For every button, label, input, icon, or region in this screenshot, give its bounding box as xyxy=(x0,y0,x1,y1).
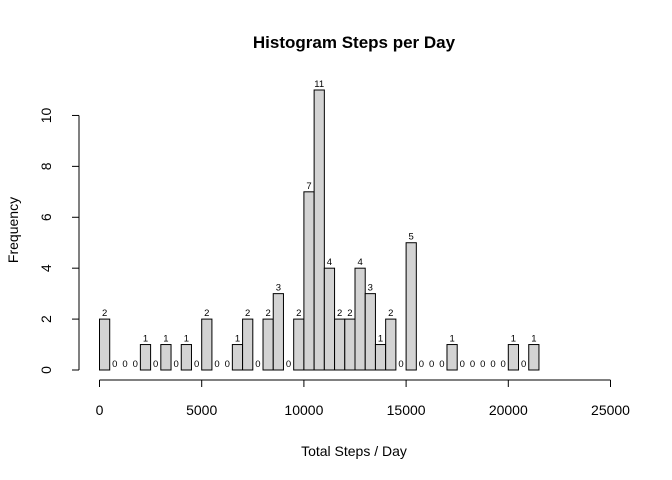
y-tick-label: 0 xyxy=(38,366,54,374)
bar-count-label: 2 xyxy=(204,308,209,319)
bar-count-label: 0 xyxy=(122,359,127,370)
y-tick-label: 8 xyxy=(38,162,54,170)
histogram-bar xyxy=(313,89,325,371)
histogram-bar xyxy=(385,318,397,371)
histogram-bar xyxy=(262,318,274,371)
bar-count-label: 0 xyxy=(194,359,199,370)
histogram-bar xyxy=(303,191,315,371)
y-tick-label: 10 xyxy=(38,107,54,123)
histogram-bar xyxy=(160,344,172,371)
bar-count-label: 0 xyxy=(501,359,506,370)
chart-title: Histogram Steps per Day xyxy=(253,33,456,52)
bar-count-label: 1 xyxy=(378,334,383,345)
histogram-bar xyxy=(528,344,540,371)
bar-count-label: 2 xyxy=(245,308,250,319)
x-tick-label: 25000 xyxy=(591,402,630,418)
histogram-bar xyxy=(354,267,366,371)
histogram-bar xyxy=(405,242,417,371)
y-tick-label: 6 xyxy=(38,213,54,221)
bar-count-label: 2 xyxy=(296,308,301,319)
bar-count-label: 1 xyxy=(235,334,240,345)
bar-count-label: 4 xyxy=(327,257,332,268)
bar-count-label: 2 xyxy=(388,308,393,319)
x-tick-label: 10000 xyxy=(284,402,323,418)
histogram-bar xyxy=(446,344,458,371)
bar-count-label: 2 xyxy=(337,308,342,319)
bar-count-label: 3 xyxy=(276,283,281,294)
histogram-bar xyxy=(344,318,356,371)
bar-count-label: 3 xyxy=(368,283,373,294)
bar-count-label: 1 xyxy=(184,334,189,345)
bar-count-label: 7 xyxy=(306,181,311,192)
histogram-bar xyxy=(180,344,192,371)
bar-count-label: 0 xyxy=(153,359,158,370)
bar-count-label: 11 xyxy=(314,79,324,90)
histogram-bar xyxy=(374,344,387,371)
x-axis: 0 5000 10000 15000 20000 25000 xyxy=(96,379,630,418)
histogram-bar xyxy=(139,344,152,371)
bar-count-label: 1 xyxy=(531,334,536,345)
bar-count-label: 0 xyxy=(112,359,117,370)
bar-count-label: 0 xyxy=(255,359,260,370)
bar-count-label: 0 xyxy=(398,359,403,370)
x-axis-label: Total Steps / Day xyxy=(301,443,407,459)
bar-count-label: 1 xyxy=(143,334,148,345)
bar-count-label: 1 xyxy=(163,334,168,345)
bar-count-label: 5 xyxy=(409,232,414,243)
bar-count-label: 1 xyxy=(511,334,516,345)
histogram-bar xyxy=(293,318,305,371)
bar-count-label: 0 xyxy=(490,359,495,370)
histogram-bar xyxy=(364,293,376,371)
bar-count-label: 0 xyxy=(214,359,219,370)
bar-count-label: 2 xyxy=(265,308,270,319)
histogram-bar xyxy=(231,344,244,371)
bar-count-label: 0 xyxy=(521,359,526,370)
bar-count-label: 0 xyxy=(225,359,230,370)
bar-count-label: 0 xyxy=(429,359,434,370)
x-tick-label: 0 xyxy=(96,402,104,418)
histogram-bar xyxy=(242,318,254,371)
histogram-bar xyxy=(334,318,346,371)
histogram-bar xyxy=(99,318,111,371)
y-tick-label: 2 xyxy=(38,315,54,323)
bar-count-label: 0 xyxy=(133,359,138,370)
bar-count-label: 0 xyxy=(286,359,291,370)
bar-count-label: 0 xyxy=(174,359,179,370)
y-axis: 0 2 4 6 8 10 xyxy=(38,107,80,374)
histogram-bar xyxy=(507,344,520,371)
histogram-bar xyxy=(323,267,336,371)
x-tick-label: 15000 xyxy=(387,402,426,418)
bar-count-label: 0 xyxy=(470,359,475,370)
bar-count-label: 0 xyxy=(419,359,424,370)
bar-count-label: 4 xyxy=(357,257,362,268)
y-axis-label: Frequency xyxy=(5,197,21,263)
bar-count-label: 1 xyxy=(449,334,454,345)
bar-count-label: 0 xyxy=(460,359,465,370)
bar-count-label: 0 xyxy=(439,359,444,370)
histogram-bar xyxy=(272,293,284,371)
bar-count-label: 0 xyxy=(480,359,485,370)
y-tick-label: 4 xyxy=(38,264,54,272)
bar-count-label: 2 xyxy=(102,308,107,319)
bar-count-label: 2 xyxy=(347,308,352,319)
x-tick-label: 20000 xyxy=(489,402,528,418)
x-tick-label: 5000 xyxy=(186,402,217,418)
histogram-bar xyxy=(201,318,213,371)
